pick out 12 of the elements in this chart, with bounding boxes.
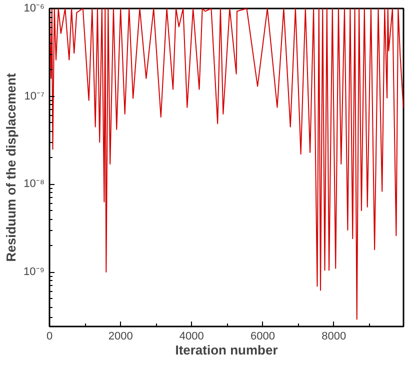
y-axis-title: Residuum of the displacement xyxy=(4,72,19,262)
y-tick-label: 10⁻⁷ xyxy=(24,90,45,102)
line-series xyxy=(50,8,404,320)
y-tick-label: 10⁻⁶ xyxy=(24,2,44,14)
y-tick-label: 10⁻⁹ xyxy=(24,266,45,278)
x-tick-label: 8000 xyxy=(322,330,346,342)
x-tick-label: 0 xyxy=(46,330,53,342)
x-tick-label: 2000 xyxy=(108,330,133,342)
y-tick-label: 10⁻⁸ xyxy=(24,178,45,190)
x-axis-title: Iteration number xyxy=(175,342,278,358)
x-tick-label: 6000 xyxy=(250,330,275,342)
x-tick-label: 4000 xyxy=(179,330,204,342)
